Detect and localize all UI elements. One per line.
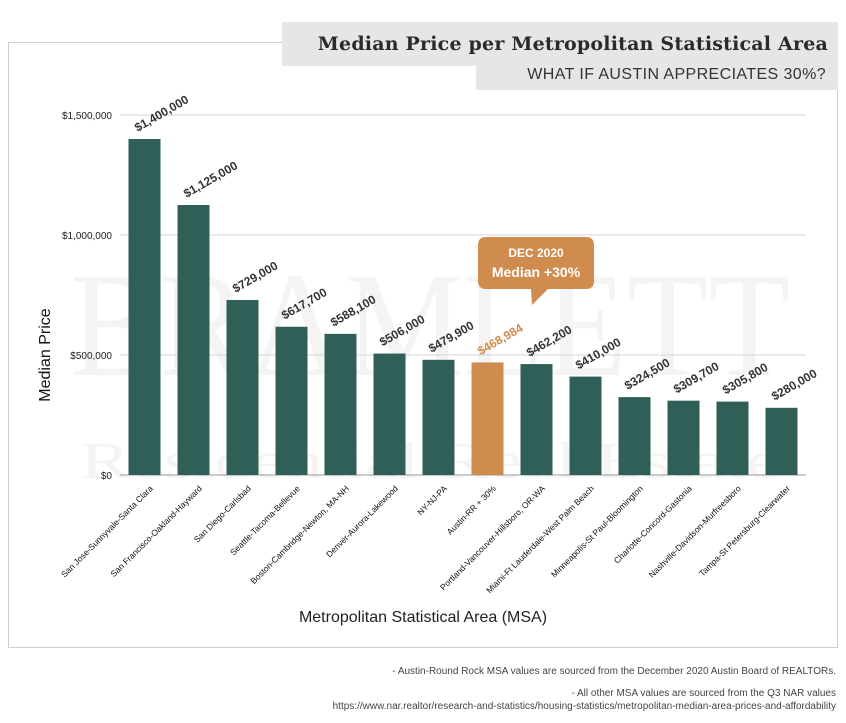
x-tick-label: Austin-RR + 30% (445, 483, 499, 537)
chart-title: Median Price per Metropolitan Statistica… (317, 33, 828, 55)
callout-date: DEC 2020 (508, 246, 564, 260)
bar (177, 205, 210, 475)
x-tick-label: San Francisco-Oakland-Hayward (108, 483, 204, 579)
x-tick-label: Nashville-Davidson-Murfreesboro (647, 483, 743, 579)
title-banner: Median Price per Metropolitan Statistica… (282, 22, 838, 66)
x-tick-label: San Jose-Sunnyvale-Santa Clara (59, 483, 155, 579)
footnote-nar-source: - All other MSA values are sourced from … (571, 688, 836, 699)
bar (275, 326, 308, 475)
bar (422, 359, 455, 475)
y-axis-title: Median Price (37, 308, 54, 401)
x-tick-label: Boston-Cambridge-Newton, MA-NH (248, 483, 351, 586)
bar (667, 400, 700, 475)
footnote-austin-source: - Austin-Round Rock MSA values are sourc… (392, 666, 836, 677)
y-tick-labels: $0 $500,000 $1,000,000 $1,500,000 (62, 111, 112, 482)
bar (765, 407, 798, 475)
chart-subtitle: WHAT IF AUSTIN APPRECIATES 30%? (527, 66, 826, 83)
x-tick-label: Tampa-St Petersburg-Clearwater (697, 483, 792, 578)
footnote-nar-url: https://www.nar.realtor/research-and-sta… (332, 701, 836, 712)
bar (520, 364, 553, 475)
bar (324, 333, 357, 475)
bar (128, 139, 161, 475)
y-tick-label: $500,000 (70, 351, 112, 362)
callout-label: Median +30% (492, 264, 581, 280)
bars (128, 139, 798, 475)
y-tick-label: $0 (101, 471, 113, 482)
bar (716, 401, 749, 475)
x-tick-label: Portland-Vancouver-Hillsboro, OR-WA (438, 483, 547, 592)
y-tick-label: $1,000,000 (62, 231, 112, 242)
bar (618, 397, 651, 475)
value-label: $1,125,000 (181, 158, 240, 200)
y-tick-label: $1,500,000 (62, 111, 112, 122)
bar (373, 353, 406, 475)
value-label: $1,400,000 (132, 92, 191, 134)
callout-bubble: DEC 2020 Median +30% (478, 237, 594, 305)
bar (569, 376, 602, 475)
x-tick-label: Charlotte-Concord-Gastonia (612, 483, 694, 565)
callout-shape (478, 237, 594, 305)
bar (226, 300, 259, 475)
x-tick-label: Miami-Ft Lauderdale-West Palm Beach (484, 483, 596, 595)
x-axis-title: Metropolitan Statistical Area (MSA) (299, 609, 547, 626)
subtitle-banner: WHAT IF AUSTIN APPRECIATES 30%? (476, 60, 838, 90)
x-tick-label: Minneapolis-St Paul-Bloomington (549, 483, 645, 579)
bar (471, 362, 504, 475)
